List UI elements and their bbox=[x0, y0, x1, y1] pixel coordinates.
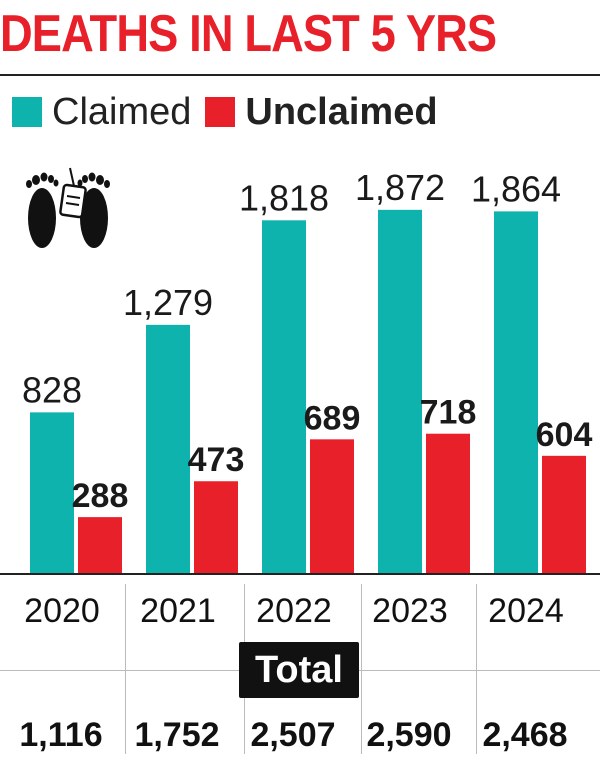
x-tick-label-2022: 2022 bbox=[256, 592, 332, 630]
data-label-claimed-2020: 828 bbox=[22, 369, 82, 410]
data-label-claimed-2021: 1,279 bbox=[123, 282, 213, 323]
total-value-2020: 1,116 bbox=[19, 716, 103, 754]
x-tick-label-2024: 2024 bbox=[488, 592, 564, 630]
bar-claimed-2022 bbox=[262, 220, 306, 574]
bar-claimed-2020 bbox=[30, 412, 74, 573]
data-label-claimed-2023: 1,872 bbox=[355, 167, 445, 208]
total-value-2021: 1,752 bbox=[134, 716, 220, 754]
data-label-unclaimed-2023: 718 bbox=[420, 394, 477, 432]
bar-unclaimed-2023 bbox=[426, 433, 470, 573]
bar-claimed-2023 bbox=[378, 209, 422, 573]
legend-swatch-claimed bbox=[12, 97, 42, 127]
bar-unclaimed-2020 bbox=[78, 517, 122, 573]
data-label-unclaimed-2024: 604 bbox=[536, 416, 593, 454]
footprints-with-tag-icon bbox=[26, 167, 110, 248]
bar-unclaimed-2024 bbox=[542, 455, 586, 573]
data-label-claimed-2024: 1,864 bbox=[471, 168, 561, 209]
total-value-2024: 2,468 bbox=[482, 716, 568, 754]
x-tick-label-2023: 2023 bbox=[372, 592, 448, 630]
bar-unclaimed-2021 bbox=[194, 481, 238, 573]
bar-claimed-2021 bbox=[146, 324, 190, 573]
totals-label: Total bbox=[239, 642, 359, 698]
column-separator bbox=[125, 584, 126, 754]
total-value-2022: 2,507 bbox=[250, 716, 336, 754]
legend-label-claimed: Claimed bbox=[52, 90, 192, 133]
x-axis-baseline bbox=[0, 573, 600, 575]
data-label-unclaimed-2020: 288 bbox=[72, 477, 129, 515]
bar-unclaimed-2022 bbox=[310, 439, 354, 573]
legend: Claimed Unclaimed bbox=[12, 90, 452, 134]
bar-claimed-2024 bbox=[494, 211, 538, 573]
column-separator bbox=[476, 584, 477, 754]
bar-chart: 828 288 1,279 473 1,818 689 1,872 718 1,864 604 bbox=[22, 167, 593, 574]
title-divider bbox=[0, 74, 600, 76]
total-value-2023: 2,590 bbox=[366, 716, 452, 754]
x-tick-label-2020: 2020 bbox=[24, 592, 100, 630]
data-label-claimed-2022: 1,818 bbox=[239, 177, 329, 218]
x-tick-label-2021: 2021 bbox=[140, 592, 216, 630]
data-label-unclaimed-2022: 689 bbox=[304, 399, 361, 437]
column-separator bbox=[361, 584, 362, 754]
legend-label-unclaimed: Unclaimed bbox=[245, 90, 438, 133]
chart-title: DEATHS IN LAST 5 YRS bbox=[0, 5, 497, 63]
legend-swatch-unclaimed bbox=[205, 97, 236, 127]
data-label-unclaimed-2021: 473 bbox=[188, 441, 245, 479]
